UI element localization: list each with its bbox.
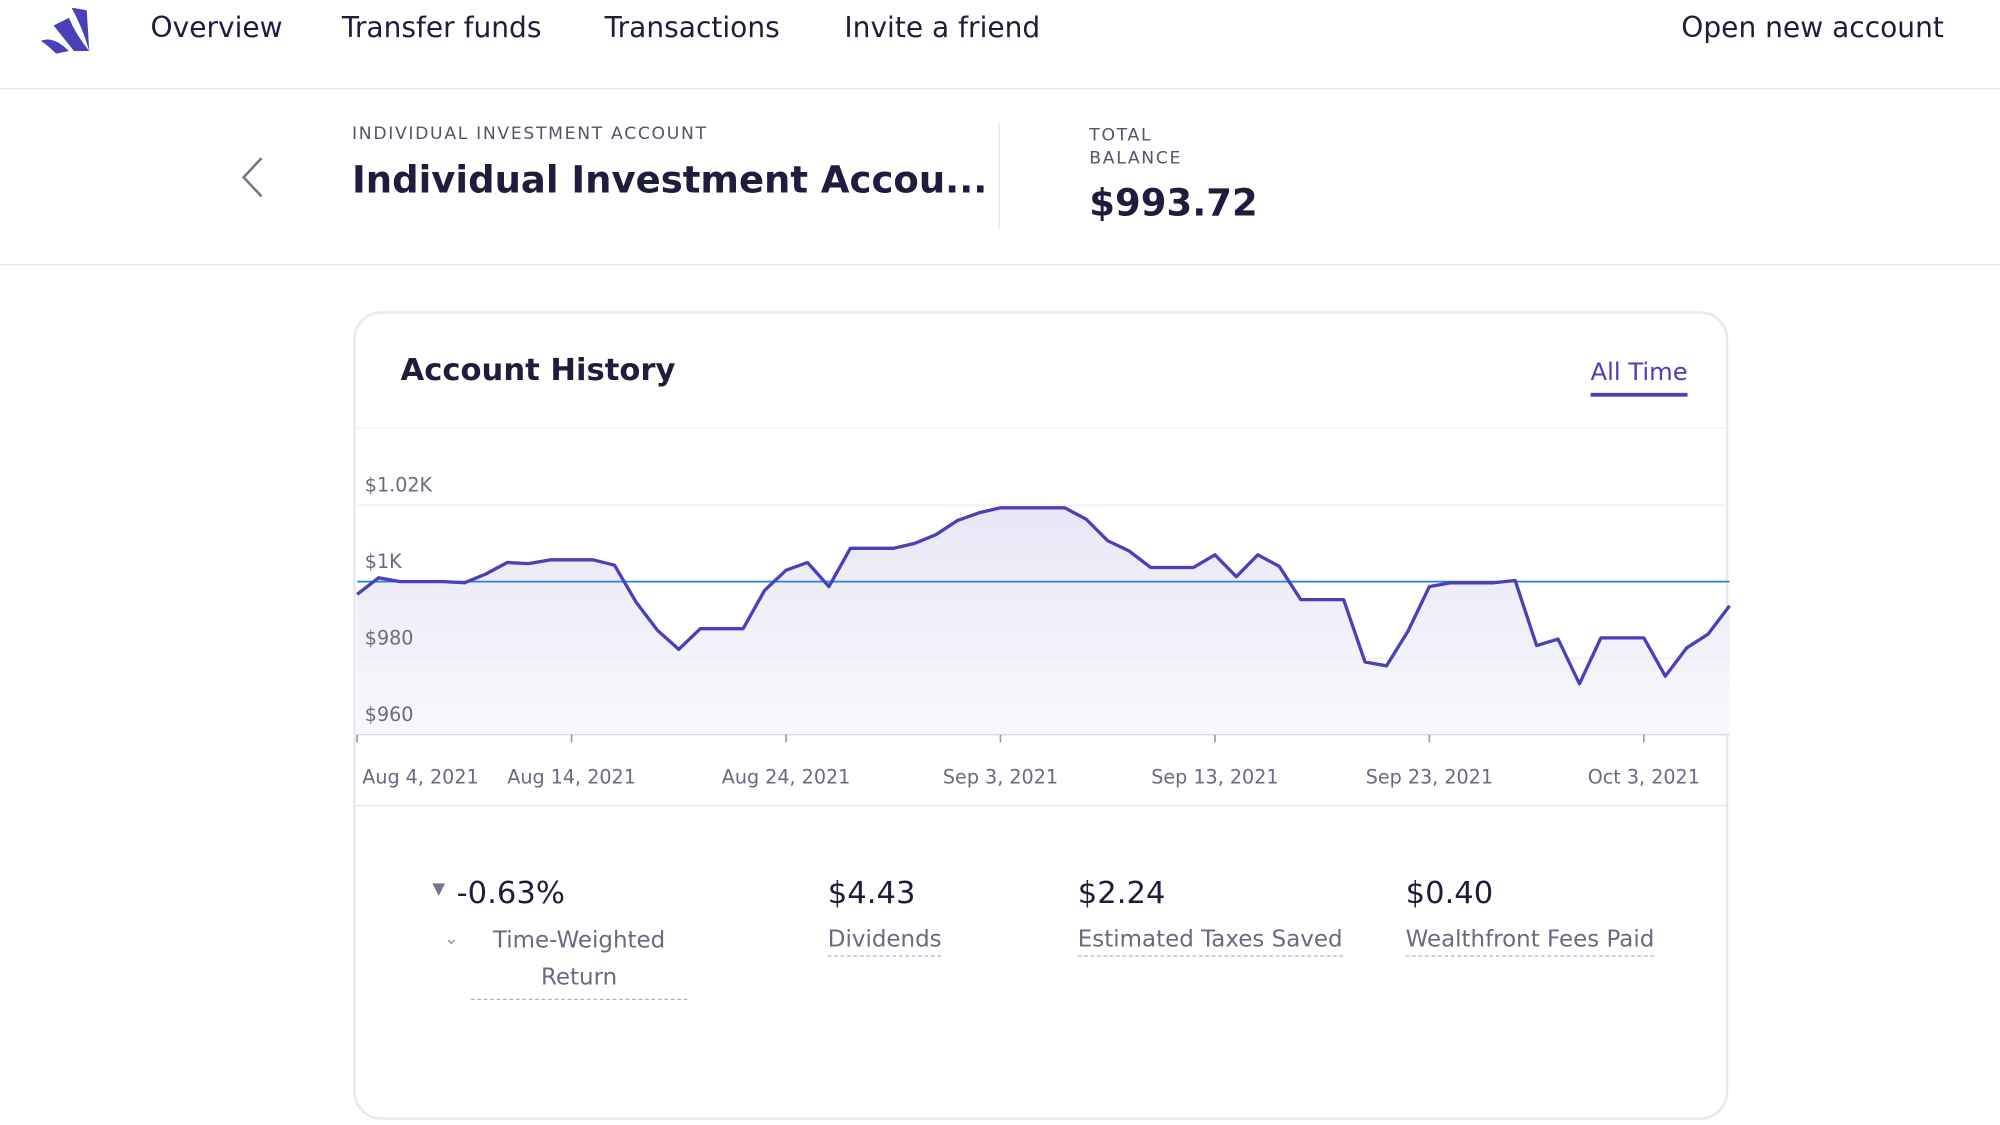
expand-icon[interactable]: ⌄ — [443, 928, 459, 949]
account-type: INDIVIDUAL INVESTMENT ACCOUNT — [352, 123, 708, 145]
x-tick-label: Oct 3, 2021 — [1588, 766, 1700, 789]
x-tick-label: Aug 14, 2021 — [507, 766, 636, 789]
x-tick-label: Aug 24, 2021 — [722, 766, 851, 789]
x-tick-label: Sep 23, 2021 — [1366, 766, 1493, 789]
y-tick-label: $980 — [365, 627, 414, 650]
account-name: Individual Investment Accou... — [352, 158, 988, 202]
stat-label[interactable]: Wealthfront Fees Paid — [1405, 926, 1655, 957]
nav-link[interactable]: Transactions — [604, 12, 780, 45]
divider — [355, 804, 1729, 807]
open-account[interactable]: Open new account — [1681, 12, 1944, 45]
divider — [0, 264, 2000, 266]
nav-link[interactable]: Transfer funds — [341, 12, 542, 45]
stat-value: $0.40 — [1405, 874, 1494, 911]
back-button[interactable] — [237, 156, 268, 199]
card-title: Account History — [400, 352, 676, 388]
nav-link[interactable]: Invite a friend — [844, 12, 1041, 45]
area — [357, 507, 1730, 735]
stat-label[interactable]: Time-Weighted Return — [470, 922, 688, 1000]
stat-value: $4.43 — [827, 874, 916, 911]
x-tick-label: Sep 13, 2021 — [1151, 766, 1278, 789]
range-tab[interactable]: All Time — [1590, 358, 1688, 397]
stat-value: $2.24 — [1077, 874, 1166, 911]
y-tick-label: $960 — [365, 703, 414, 726]
nav-link[interactable]: Overview — [150, 12, 283, 45]
stat-label[interactable]: Estimated Taxes Saved — [1077, 926, 1343, 957]
stat-value: -0.63% — [456, 874, 565, 911]
divider — [355, 427, 1729, 429]
line — [356, 506, 1731, 686]
y-tick-label: $1.02K — [365, 473, 433, 496]
divider — [998, 122, 1000, 230]
balance-label: TOTAL BALANCE — [1089, 124, 1183, 169]
down-arrow: ▼ — [432, 880, 446, 900]
logo[interactable] — [38, 7, 92, 56]
x-tick-label: Aug 4, 2021 — [362, 766, 478, 789]
divider — [0, 88, 2000, 90]
stat-label[interactable]: Dividends — [827, 926, 942, 957]
balance: $993.72 — [1089, 181, 1258, 225]
x-tick-label: Sep 3, 2021 — [943, 766, 1058, 789]
y-tick-label: $1K — [365, 550, 402, 573]
